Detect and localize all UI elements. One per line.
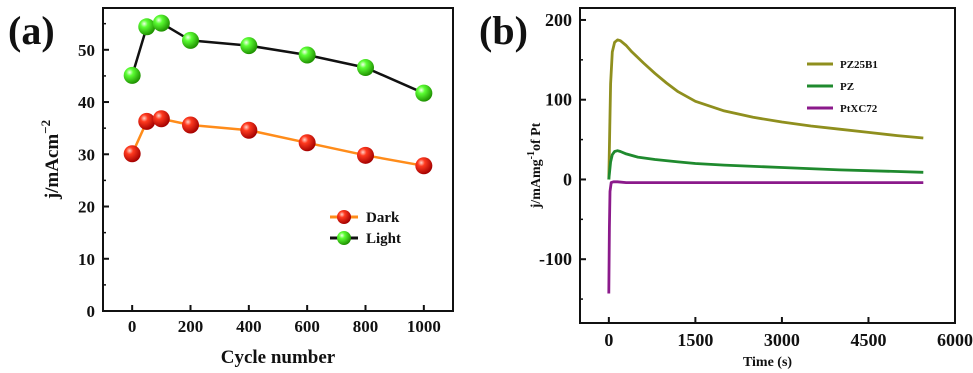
y-tick-label: 50 [78,41,95,60]
series-line-dark [131,117,425,168]
x-tick-label: 800 [353,317,379,336]
chart-a-legend: Dark Light [330,210,401,247]
data-point-light [182,31,199,49]
chart-a-points [123,14,433,175]
x-tick-label: 400 [236,317,262,336]
series-line-light [131,21,425,95]
chart-b-legend: PZ25B1 PZ PtXC72 [807,59,878,115]
chart-b: 0 1500 3000 4500 6000 -100 0 100 200 Time (s) j/… [526,7,973,370]
chart-b-lines [607,38,924,294]
legend-label-pz: PZ [840,81,854,93]
panel-label-b: (b) [479,8,528,53]
legend-label-pz25b1: PZ25B1 [840,59,878,71]
data-point-dark [152,110,170,128]
legend-label-ptxc72: PtXC72 [840,103,878,115]
data-point-light [123,66,141,84]
y-tick-label: 0 [563,169,572,189]
x-tick-label: 6000 [937,330,973,350]
chart-b-y-axis-label-main: j/mAmg [529,159,544,209]
panel-label-a: (a) [8,8,55,53]
chart-b-ticks: 0 1500 3000 4500 6000 -100 0 100 200 [539,10,973,350]
data-point-light [415,84,433,102]
data-point-dark [182,116,199,134]
y-tick-label: 40 [78,93,95,112]
chart-b-x-axis-label: Time (s) [743,355,792,370]
chart-a: 0 200 400 600 800 1000 0 10 20 30 40 50 Cycle numbe… [38,7,454,368]
legend-light-label: Light [366,231,401,247]
chart-a-y-axis-label-sup: −2 [38,120,53,134]
series-line-pz25b1 [607,38,924,180]
data-point-light [298,46,316,64]
data-point-light [240,37,258,55]
x-tick-label: 0 [128,317,137,336]
chart-b-frame [579,7,956,324]
chart-a-y-axis-label-main: j/mAcm [42,134,63,201]
y-tick-label: 100 [545,90,572,110]
y-tick-label: 30 [78,145,95,164]
chart-b-y-axis-label-suffix: of Pt [529,122,544,151]
x-tick-label: 600 [294,317,320,336]
y-tick-label: 10 [78,250,95,269]
x-tick-label: 200 [178,317,204,336]
legend-light-marker [337,231,351,245]
data-point-dark [240,121,258,139]
series-line-pz [607,149,924,180]
x-tick-label: 3000 [764,330,800,350]
chart-a-y-axis-label: j/mAcm−2 [38,120,63,200]
data-point-light [152,14,170,32]
x-tick-label: 4500 [850,330,886,350]
y-tick-label: 20 [78,198,95,217]
chart-a-x-axis-label: Cycle number [221,347,336,368]
y-tick-label: -100 [539,249,572,269]
legend-dark-label: Dark [366,210,400,226]
x-tick-label: 1000 [407,317,441,336]
chart-b-y-axis-label-sup: -1 [526,151,537,159]
data-point-dark [357,146,374,164]
x-tick-label: 0 [604,330,613,350]
legend-dark-marker [337,210,351,224]
chart-a-lines [131,21,425,168]
data-point-dark [138,112,156,130]
chart-a-frame [102,7,454,312]
y-tick-label: 200 [545,10,572,30]
data-point-dark [415,157,433,175]
data-point-light [138,18,156,36]
chart-a-ticks: 0 200 400 600 800 1000 0 10 20 30 40 50 [78,22,441,336]
x-tick-label: 1500 [677,330,713,350]
chart-b-y-axis-label: j/mAmg-1of Pt [526,122,544,209]
data-point-dark [298,134,316,152]
y-tick-label: 0 [87,302,96,321]
data-point-light [357,59,374,77]
data-point-dark [123,145,141,163]
series-line-ptxc72 [607,180,924,294]
